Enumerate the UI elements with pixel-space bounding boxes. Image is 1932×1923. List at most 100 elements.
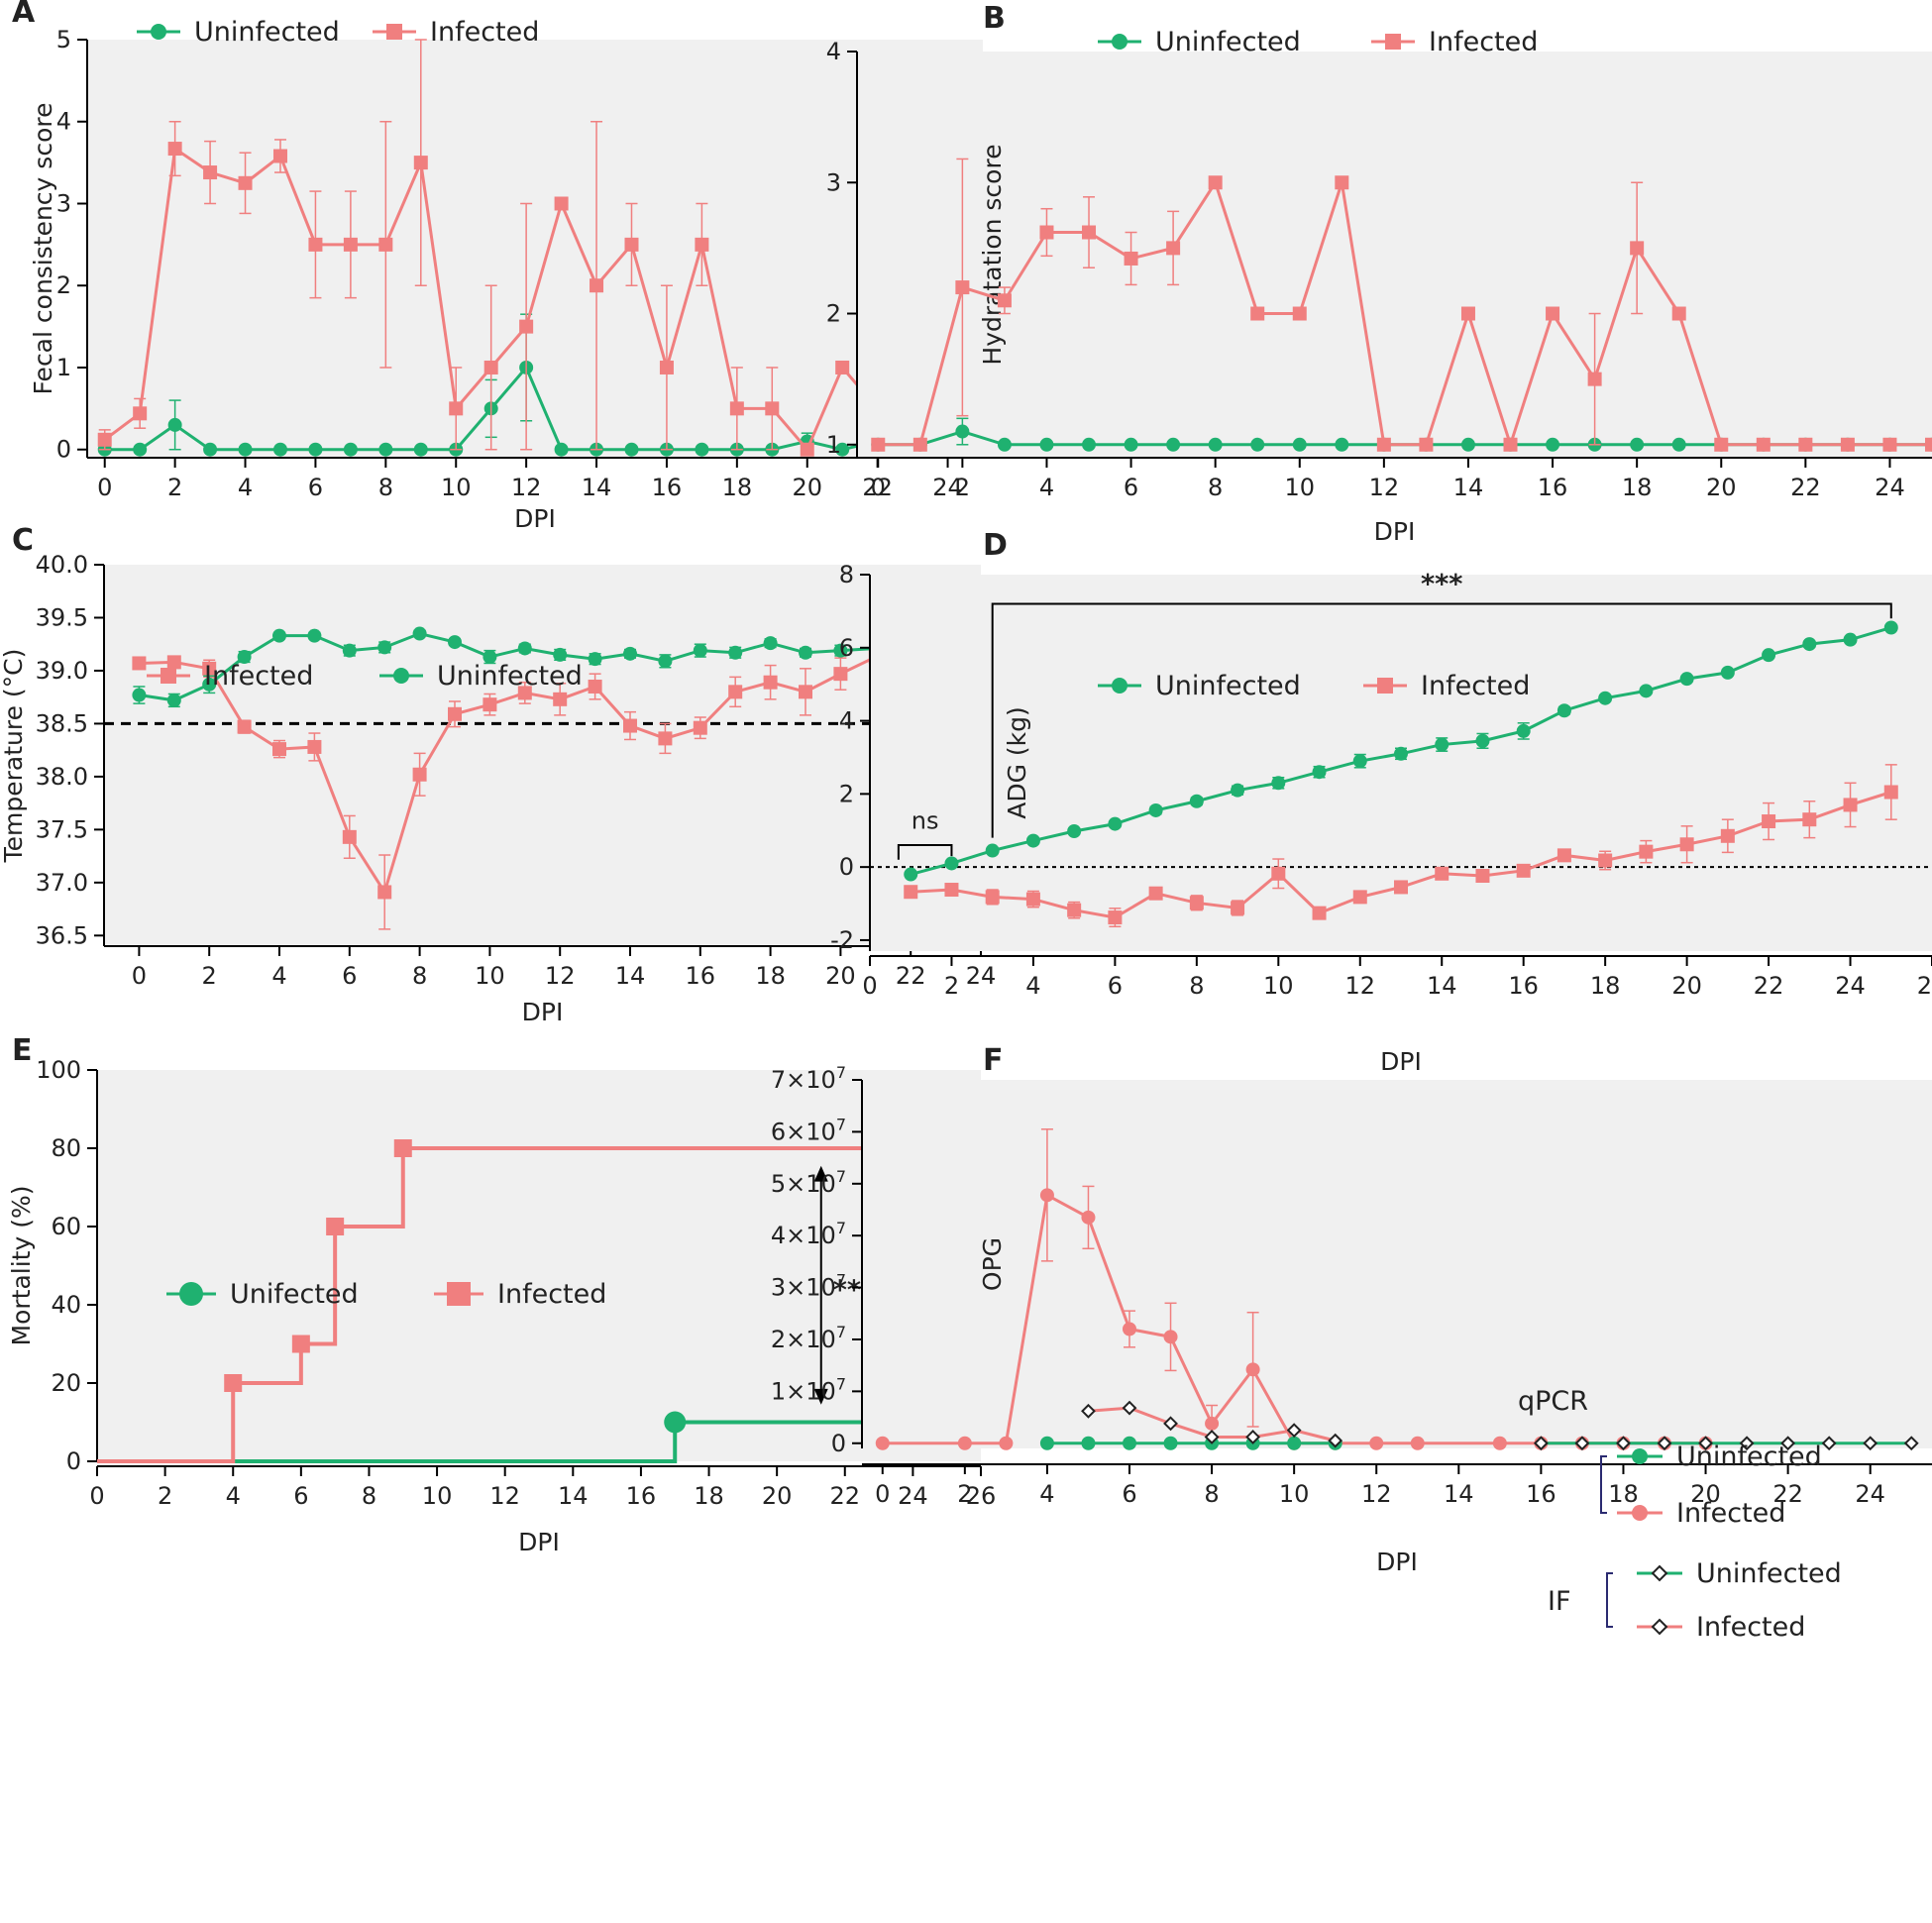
series-infected xyxy=(904,764,1898,928)
data-point xyxy=(1863,1436,1878,1451)
x-tick-label: 26 xyxy=(966,1482,997,1510)
data-point xyxy=(624,442,639,457)
legend-item-infected-marker xyxy=(161,668,176,684)
data-point xyxy=(1802,812,1817,827)
data-point xyxy=(377,640,392,655)
x-tick-label: 14 xyxy=(1453,474,1484,501)
data-point xyxy=(1124,251,1138,266)
data-point xyxy=(1616,1436,1631,1451)
y-tick-exponent: 7 xyxy=(836,1063,846,1082)
data-point xyxy=(912,437,927,452)
data-point xyxy=(1189,794,1204,808)
panel-letter: A xyxy=(12,0,36,30)
x-tick-label: 2 xyxy=(202,962,217,990)
ns-bracket xyxy=(897,844,953,860)
data-point xyxy=(1630,241,1645,256)
data-point xyxy=(517,641,532,656)
plot-area xyxy=(97,1070,981,1461)
x-tick-label: 18 xyxy=(1590,972,1621,1000)
legend-item-unifected-label: Unifected xyxy=(230,1279,359,1310)
data-point xyxy=(1843,632,1858,647)
legend: Uninfected Infected xyxy=(1098,671,1530,701)
data-point xyxy=(695,237,709,252)
data-point xyxy=(517,686,532,700)
data-point xyxy=(448,706,462,721)
data-point xyxy=(904,867,918,882)
data-point xyxy=(448,635,462,650)
data-point xyxy=(588,652,602,667)
y-tick-label: 80 xyxy=(51,1134,81,1162)
data-point xyxy=(1039,1188,1054,1203)
data-point xyxy=(272,149,287,163)
data-point xyxy=(799,645,812,660)
legend-item-infected-marker xyxy=(1385,34,1401,50)
data-point xyxy=(1067,823,1082,838)
data-point xyxy=(1503,437,1518,452)
x-tick-label: 22 xyxy=(829,1482,860,1510)
data-point xyxy=(1821,1436,1837,1451)
data-point xyxy=(378,237,393,252)
x-tick-label: 8 xyxy=(1208,474,1223,501)
x-tick-label: 22 xyxy=(862,474,893,501)
series-infected xyxy=(871,158,1932,452)
y-tick-label: 2×107 xyxy=(771,1323,846,1353)
y-tick-exponent: 7 xyxy=(836,1115,846,1133)
data-point xyxy=(1081,1403,1096,1419)
data-point xyxy=(1245,1362,1260,1377)
y-tick-label: 0 xyxy=(56,436,71,464)
data-point xyxy=(202,677,217,692)
x-tick-label: 2 xyxy=(955,474,970,501)
data-point xyxy=(729,401,744,416)
x-tick-label: 24 xyxy=(1855,1480,1885,1508)
data-point xyxy=(1925,437,1932,452)
panel-e: 0 2 4 6 8 10 12 14 16 18 20 22 24 26020406080100EDPIM… xyxy=(7,1033,996,1556)
x-tick-label: 24 xyxy=(1875,474,1905,501)
legend-group-if: IF xyxy=(1548,1586,1571,1617)
data-point xyxy=(1698,1436,1713,1451)
legend-item-infected-marker xyxy=(447,1282,471,1306)
data-point xyxy=(343,237,358,252)
data-point xyxy=(623,646,637,661)
legend-qpcr-infected-label: Infected xyxy=(1676,1498,1785,1529)
y-tick-exponent: 7 xyxy=(836,1374,846,1393)
x-tick-label: 8 xyxy=(1189,972,1204,1000)
x-tick-label: 4 xyxy=(238,474,253,501)
data-point xyxy=(483,360,498,374)
x-tick-label: 10 xyxy=(1279,1480,1310,1508)
data-point xyxy=(1546,306,1560,321)
x-axis-label: DPI xyxy=(518,1528,560,1556)
legend-group-qpcr: qPCR xyxy=(1518,1386,1588,1417)
plot-area xyxy=(857,52,1932,458)
data-point xyxy=(1574,1436,1590,1451)
data-point xyxy=(623,718,637,733)
data-point xyxy=(1271,776,1286,791)
data-point xyxy=(1679,837,1694,852)
legend-if-infected-marker xyxy=(1651,1618,1668,1636)
data-point xyxy=(871,437,886,452)
x-tick-label: 22 xyxy=(896,962,926,990)
data-point xyxy=(1025,833,1040,848)
x-tick-label: 14 xyxy=(1427,972,1457,1000)
x-tick-label: 6 xyxy=(1124,474,1138,501)
data-point xyxy=(1082,437,1097,452)
data-point xyxy=(833,643,848,658)
panel-b: 0 2 4 6 8 10 12 14 16 18 20 22 241234BDPIHydratation… xyxy=(826,1,1932,546)
data-point xyxy=(412,626,427,641)
data-point xyxy=(1460,306,1475,321)
x-tick-label: 22 xyxy=(1790,474,1821,501)
data-point xyxy=(1312,906,1327,920)
data-point xyxy=(624,237,639,252)
plot-area xyxy=(104,565,981,946)
step-line xyxy=(97,1420,981,1463)
data-point xyxy=(272,442,287,457)
data-point xyxy=(1067,903,1082,917)
y-axis-label: Mortality (%) xyxy=(7,1186,36,1346)
data-point xyxy=(1271,866,1286,881)
legend-bracket-if xyxy=(1606,1572,1613,1628)
legend: Uninfected Infected xyxy=(1098,27,1538,57)
y-tick-mantissa: 6×10 xyxy=(771,1118,836,1145)
data-point xyxy=(308,442,323,457)
data-point xyxy=(133,406,148,421)
x-tick-label: 0 xyxy=(132,962,147,990)
data-point xyxy=(1475,869,1490,883)
